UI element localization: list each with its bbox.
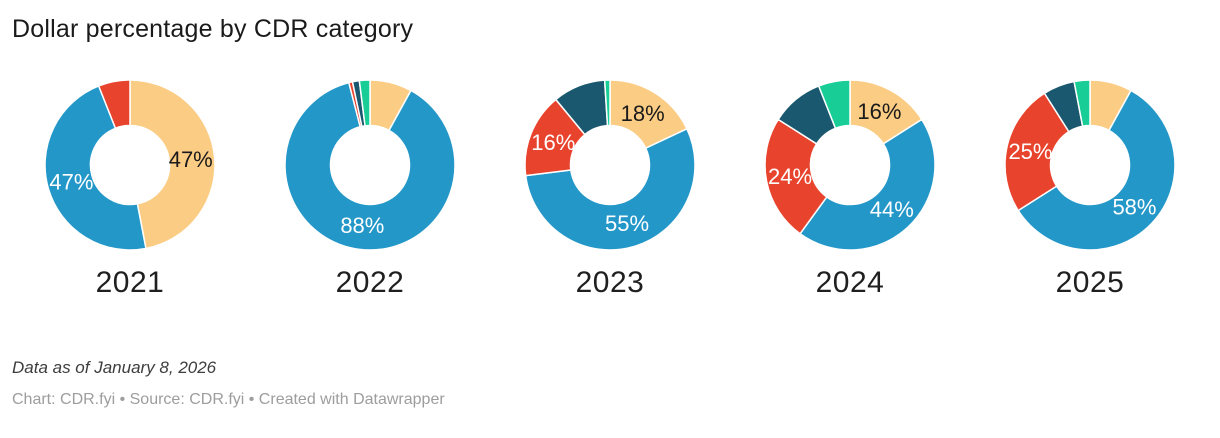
donut-chart-2021: 47% 47% 2021 — [10, 70, 250, 300]
donut-row: 47% 47% 2021 88% 2022 18% 55% 16% 2023 16% 44% 24% 2… — [10, 70, 1210, 300]
donut-segment-green — [358, 79, 371, 127]
donut-segment-green — [603, 79, 611, 127]
donut-segment-yellow — [129, 79, 216, 250]
donut-svg-2022: 88% — [284, 79, 456, 251]
donut-svg-2021: 47% 47% — [44, 79, 216, 251]
attribution-line: Chart: CDR.fyi • Source: CDR.fyi • Creat… — [12, 391, 445, 408]
segment-value-label: 47% — [169, 147, 213, 172]
donut-chart-2023: 18% 55% 16% 2023 — [490, 70, 730, 300]
segment-value-label: 55% — [605, 211, 649, 236]
segment-value-label: 88% — [340, 213, 384, 238]
donut-segment-green — [1073, 79, 1091, 127]
donut-chart-2022: 88% 2022 — [250, 70, 490, 300]
segment-value-label: 18% — [621, 101, 665, 126]
segment-value-label: 16% — [531, 130, 575, 155]
segment-value-label: 24% — [768, 164, 812, 189]
donut-segment-blue — [1017, 89, 1176, 251]
donut-segment-red — [1004, 92, 1070, 212]
donut-segment-green — [817, 79, 851, 130]
donut-segment-blue — [284, 81, 456, 251]
segment-value-label: 16% — [857, 99, 901, 124]
donut-segment-red — [97, 79, 131, 130]
page-title: Dollar percentage by CDR category — [12, 15, 414, 43]
chart-container: Dollar percentage by CDR category 47% 47%… — [10, 15, 1210, 409]
donut-segment-blue — [799, 118, 936, 251]
donut-segment-red — [764, 118, 828, 235]
donut-segment-blue — [524, 128, 696, 251]
year-label: 2022 — [335, 266, 405, 299]
donut-svg-2024: 16% 44% 24% — [764, 79, 936, 251]
segment-value-label: 58% — [1112, 194, 1156, 219]
donut-svg-2023: 18% 55% 16% — [524, 79, 696, 251]
donut-chart-2024: 16% 44% 24% 2024 — [730, 70, 970, 300]
year-label: 2024 — [815, 266, 885, 299]
segment-value-label: 47% — [49, 170, 93, 195]
chart-footer: Data as of January 8, 2026 Chart: CDR.fy… — [10, 358, 1210, 409]
segment-value-label: 44% — [870, 197, 914, 222]
year-label: 2025 — [1055, 266, 1125, 299]
segment-value-label: 25% — [1008, 139, 1052, 164]
data-note: Data as of January 8, 2026 — [12, 358, 217, 377]
donut-svg-2025: 58% 25% — [1004, 79, 1176, 251]
donut-chart-2025: 58% 25% 2025 — [970, 70, 1210, 300]
year-label: 2023 — [575, 266, 645, 299]
year-label: 2021 — [95, 266, 165, 299]
donut-segment-blue — [44, 85, 147, 251]
